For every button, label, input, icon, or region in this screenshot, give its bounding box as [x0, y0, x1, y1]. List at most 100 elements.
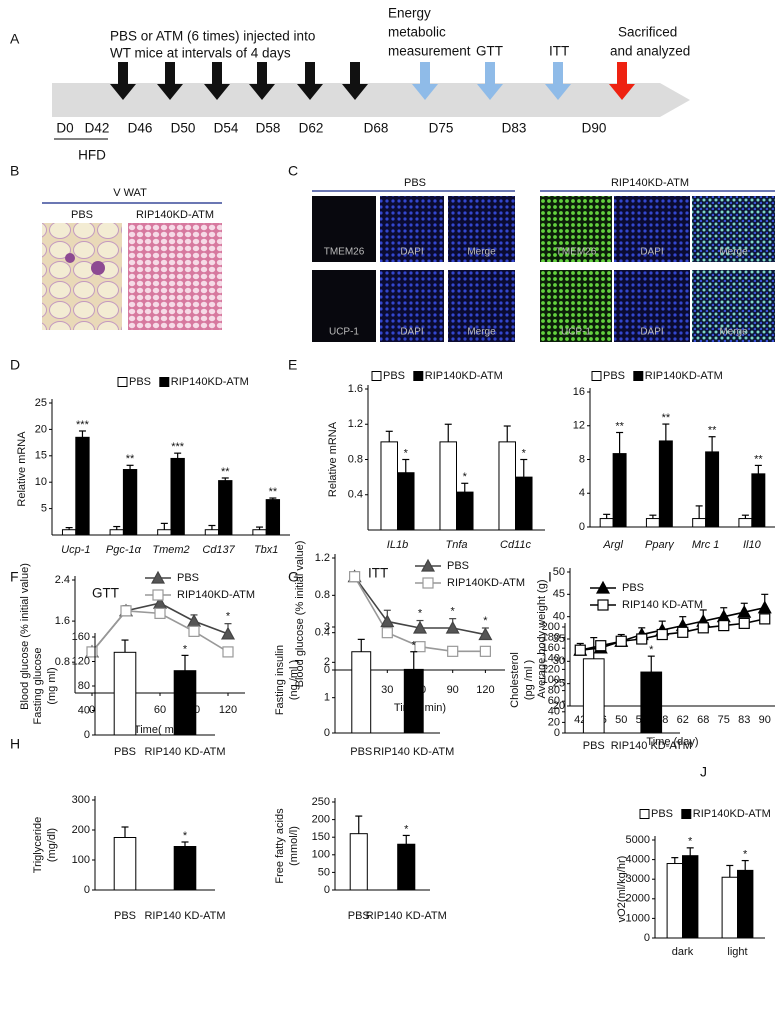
y-axis-label: vO2(ml/kg/hr)	[616, 856, 628, 923]
y-tick-label: 100	[72, 854, 90, 866]
histology-group: RIP140KD-ATM	[136, 209, 214, 221]
y-tick-label: 200	[72, 824, 90, 836]
marker	[738, 617, 750, 629]
marker	[595, 640, 607, 652]
y-tick-label: 300	[72, 794, 90, 806]
y-tick-label: 10	[35, 476, 47, 488]
bar	[109, 529, 124, 536]
y-tick-label: 20	[553, 700, 565, 712]
y-tick-label: 200	[542, 621, 560, 633]
significance: *	[451, 606, 456, 618]
y-tick-label: 0.8	[55, 656, 70, 668]
y-tick-label: 40	[553, 611, 565, 623]
panel-label: I	[548, 569, 552, 585]
legend-label: RIP140KD-ATM	[177, 589, 255, 601]
timeline-event: Energy	[388, 6, 431, 21]
timeline-event: measurement	[388, 44, 471, 59]
x-tick-label: Tmem2	[152, 544, 189, 556]
legend-swatch	[371, 371, 382, 381]
y-tick-label: 120	[72, 655, 90, 667]
bar	[658, 440, 673, 528]
if-channel-label: Merge	[467, 247, 496, 258]
x-tick-label: Mrc 1	[692, 539, 720, 551]
bar	[351, 651, 372, 734]
day-label: D54	[214, 121, 239, 136]
significance: **	[754, 453, 763, 465]
significance: **	[708, 425, 717, 437]
day-label: D68	[364, 121, 389, 136]
timeline-arrow	[609, 84, 635, 100]
y-tick-label: 60	[548, 695, 560, 707]
if-image	[312, 270, 376, 342]
if-image	[448, 270, 515, 342]
y-tick-label: 2000	[626, 893, 650, 905]
panel-label: J	[700, 764, 707, 780]
x-tick-label: Ucp-1	[61, 544, 90, 556]
timeline-arrow	[249, 84, 275, 100]
y-axis-label: (pg /ml )	[523, 660, 535, 700]
chart-title: ITT	[368, 566, 388, 581]
if-channel-label: UCP-1	[561, 327, 591, 338]
marker	[574, 644, 586, 656]
marker	[445, 620, 460, 634]
marker	[222, 646, 234, 658]
x-tick-label: PBS	[350, 746, 372, 758]
y-axis-label: Blood glucose (% initial value)	[19, 563, 31, 710]
day-label: D0	[56, 121, 73, 136]
y-tick-label: 50	[318, 866, 330, 878]
y-tick-label: 0	[554, 727, 560, 739]
if-image	[380, 270, 444, 342]
y-tick-label: 4	[579, 487, 585, 499]
bar	[705, 451, 720, 528]
y-tick-label: 0.8	[348, 453, 363, 465]
x-tick-label: 120	[219, 704, 237, 716]
marker	[636, 633, 648, 645]
y-axis-label: (ng /ml )	[288, 660, 300, 700]
if-group: PBS	[404, 177, 426, 189]
bar	[751, 473, 766, 528]
panel-label: A	[10, 31, 20, 47]
y-tick-label: 25	[35, 397, 47, 409]
y-axis-label: Triglyceride	[32, 817, 44, 873]
histology-image	[42, 223, 122, 330]
timeline-arrow	[350, 62, 360, 84]
x-tick-label: light	[727, 946, 747, 958]
timeline-arrow	[212, 62, 222, 84]
y-tick-label: 20	[35, 423, 47, 435]
legend-label: RIP140 KD-ATM	[622, 599, 703, 611]
x-tick-label: PBS	[114, 746, 136, 758]
y-tick-label: 1.6	[348, 383, 363, 395]
marker	[595, 580, 611, 594]
y-tick-label: 40	[548, 706, 560, 718]
bar	[640, 671, 663, 734]
marker	[420, 558, 436, 572]
legend-label: PBS	[177, 572, 199, 584]
y-tick-label: 35	[553, 633, 565, 645]
y-tick-label: 5	[41, 503, 47, 515]
marker	[759, 613, 771, 625]
timeline-arrow	[297, 84, 323, 100]
significance: *	[418, 607, 423, 619]
timeline-arrow	[553, 62, 563, 84]
timeline-arrow	[545, 84, 571, 100]
marker	[697, 622, 709, 634]
timeline-arrow	[477, 84, 503, 100]
y-tick-label: 4000	[626, 854, 650, 866]
x-tick-label: 90	[447, 684, 459, 696]
panel-label: C	[288, 163, 298, 179]
day-label: D46	[128, 121, 153, 136]
bar	[692, 518, 707, 528]
bar	[612, 453, 627, 528]
x-tick-label: RIP140 KD-ATM	[611, 740, 692, 752]
x-tick-label: IL1b	[387, 539, 408, 551]
bar	[721, 876, 738, 939]
marker	[615, 635, 627, 647]
bar	[582, 658, 605, 734]
y-axis-label: (mg/dl)	[46, 828, 58, 862]
x-tick-label: 62	[677, 714, 689, 726]
panel-label: H	[10, 736, 20, 752]
y-tick-label: 0.4	[348, 489, 363, 501]
timeline-note: PBS or ATM (6 times) injected into	[110, 29, 315, 44]
x-tick-label: Cd137	[202, 544, 235, 556]
x-tick-label: 83	[738, 714, 750, 726]
